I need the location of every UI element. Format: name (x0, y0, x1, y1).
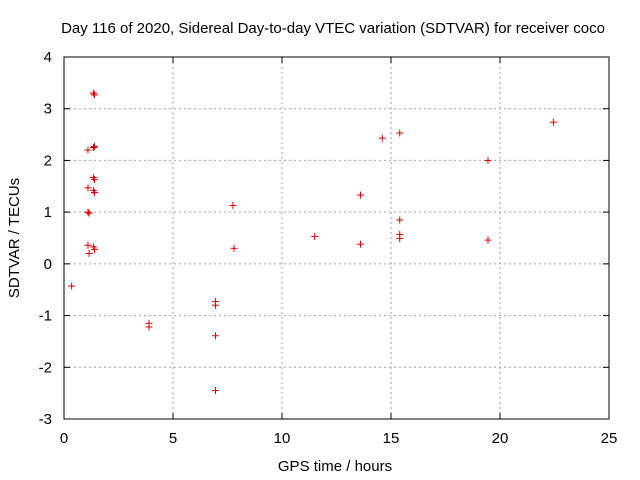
data-point (91, 142, 99, 150)
data-point (549, 118, 557, 126)
data-point (484, 156, 492, 164)
data-point (356, 191, 364, 199)
y-tick-label: 2 (44, 152, 52, 169)
data-point (91, 176, 99, 184)
data-point (89, 144, 97, 151)
y-tick-label: 4 (44, 49, 52, 66)
data-point (84, 146, 92, 154)
y-axis-label: SDTVAR / TECUs (6, 178, 23, 298)
y-tick-label: 1 (44, 204, 52, 221)
data-point (212, 332, 220, 340)
data-point (91, 188, 99, 196)
x-tick-label: 10 (274, 430, 291, 447)
chart-title: Day 116 of 2020, Sidereal Day-to-day VTE… (61, 20, 605, 37)
data-point (91, 245, 99, 253)
x-tick-label: 15 (383, 430, 400, 447)
y-tick-label: 3 (44, 101, 52, 118)
data-point (212, 387, 220, 395)
data-point (85, 209, 93, 217)
axis-ticks (63, 56, 610, 420)
y-tick-label: -1 (39, 308, 52, 325)
data-point (356, 240, 364, 248)
data-point (311, 232, 319, 240)
x-tick-label: 0 (60, 430, 68, 447)
data-points (68, 89, 557, 395)
y-tick-label: -2 (39, 359, 52, 376)
x-tick-label: 20 (492, 430, 509, 447)
y-tick-label: 0 (44, 256, 52, 273)
x-tick-label: 5 (169, 430, 177, 447)
data-point (484, 236, 492, 244)
data-point (396, 235, 404, 243)
data-point (84, 208, 92, 216)
data-point (68, 282, 76, 290)
data-point (85, 250, 93, 258)
data-point (91, 91, 99, 99)
x-axis-label: GPS time / hours (278, 458, 392, 475)
plot-area-frame (63, 56, 610, 420)
x-tick-label: 25 (601, 430, 618, 447)
data-point (84, 184, 92, 192)
data-point (145, 323, 153, 331)
data-point (89, 89, 97, 97)
x-axis-tick-labels: 0 5 10 15 20 25 (60, 430, 618, 447)
grid (64, 57, 609, 419)
data-point (378, 134, 386, 142)
y-axis-tick-labels: -3 -2 -1 0 1 2 3 4 (39, 49, 52, 428)
data-point (212, 301, 220, 309)
data-point (84, 241, 92, 249)
y-tick-label: -3 (39, 411, 52, 428)
data-point (396, 129, 404, 137)
data-point (229, 201, 237, 209)
data-point (396, 216, 404, 224)
data-point (230, 244, 238, 252)
